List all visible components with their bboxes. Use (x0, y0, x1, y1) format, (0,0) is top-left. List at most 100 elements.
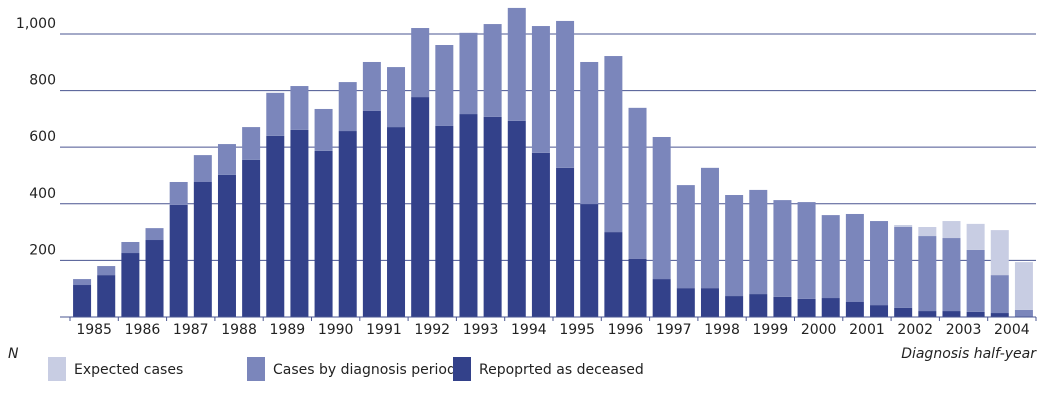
bar-segment (73, 285, 92, 317)
bar-segment (845, 301, 864, 317)
bar-segment (387, 127, 406, 317)
x-tick-label: 1986 (125, 322, 161, 338)
x-axis-label: Diagnosis half-year (901, 346, 1037, 362)
bar-segment (676, 185, 695, 289)
bar-segment (604, 56, 623, 233)
bar-segment (966, 249, 985, 312)
bar-segment (556, 20, 575, 168)
x-tick-label: 1993 (463, 322, 499, 338)
bar-segment (435, 125, 454, 317)
bar-segment (507, 7, 526, 121)
bar-segment (676, 288, 695, 317)
bar-segment (652, 136, 671, 280)
x-tick-label: 2004 (994, 322, 1030, 338)
y-axis-label: N (8, 346, 19, 362)
bar-segment (121, 253, 140, 317)
bar-segment (531, 26, 550, 153)
bar-segment (700, 167, 719, 289)
bar-segment (725, 296, 744, 317)
x-tick-label: 1991 (366, 322, 402, 338)
legend-swatch (48, 357, 66, 381)
y-tick-label: 800 (29, 73, 56, 89)
bar-segment (749, 189, 768, 295)
bar-segment (797, 298, 816, 317)
bar-segment (1014, 262, 1033, 310)
bar-segment (314, 108, 333, 151)
bar-segment (580, 204, 599, 317)
bar-segment (918, 236, 937, 312)
bar-segment (483, 116, 502, 317)
bar-segment (338, 131, 357, 317)
bar-segment (507, 120, 526, 317)
x-tick-label: 2002 (897, 322, 933, 338)
legend-label: Expected cases (74, 362, 183, 378)
bar-segment (990, 313, 1009, 317)
y-tick-label: 200 (29, 242, 56, 258)
x-tick-label: 2001 (849, 322, 885, 338)
bar-segment (604, 232, 623, 317)
bar-segment (894, 307, 913, 317)
bar-segment (990, 230, 1009, 276)
bar-segment (169, 181, 188, 205)
bar-segment (459, 114, 478, 318)
bar-segment (362, 110, 381, 317)
bar-segment (918, 226, 937, 237)
bar-segment (266, 92, 285, 136)
bar-segment (121, 241, 140, 254)
bar-segment (725, 195, 744, 297)
bar-segment (483, 24, 502, 117)
x-tick-label: 1997 (656, 322, 692, 338)
bar-segment (217, 174, 236, 317)
bar-segment (338, 82, 357, 132)
bar-segment (459, 32, 478, 115)
bar-segment (435, 45, 454, 126)
bar-segment (217, 144, 236, 175)
bar-segment (411, 97, 430, 317)
bar-segment (1014, 309, 1033, 317)
bar-segment (870, 305, 889, 317)
bar-segment (942, 311, 961, 317)
bar-segment (242, 127, 261, 160)
legend-label: Repoprted as deceased (479, 362, 644, 378)
x-tick-label: 1992 (414, 322, 450, 338)
legend-swatch (247, 357, 265, 381)
bar-segment (97, 266, 116, 276)
x-tick-label: 2000 (801, 322, 837, 338)
bar-segment (821, 215, 840, 299)
y-tick-label: 1,000 (16, 16, 56, 32)
bar-segment (966, 311, 985, 317)
bar-segment (193, 181, 212, 317)
x-tick-label: 1987 (173, 322, 209, 338)
bar-segment (942, 238, 961, 312)
x-tick-label: 1996 (608, 322, 644, 338)
bar-segment (97, 275, 116, 317)
x-tick-label: 1989 (270, 322, 306, 338)
bar-segment (797, 202, 816, 299)
bar-segment (845, 213, 864, 302)
bar-segment (73, 279, 92, 286)
bar-segment (652, 279, 671, 317)
bar-segment (870, 221, 889, 306)
x-tick-label: 1999 (753, 322, 789, 338)
bar-segment (266, 135, 285, 317)
bar-segment (556, 167, 575, 317)
bar-segment (942, 221, 961, 239)
bar-segment (290, 129, 309, 317)
bar-segment (290, 86, 309, 130)
bar-segment (628, 107, 647, 259)
bar-segment (700, 288, 719, 317)
bar-segment (169, 204, 188, 317)
bar-segment (894, 225, 913, 227)
bar-segment (580, 61, 599, 205)
legend-swatch (453, 357, 471, 381)
bar-segment (314, 150, 333, 317)
x-tick-label: 1998 (704, 322, 740, 338)
x-tick-label: 1995 (559, 322, 595, 338)
y-tick-label: 600 (29, 129, 56, 145)
bar-segment (145, 228, 164, 241)
bar-segment (966, 223, 985, 250)
bar-segment (531, 152, 550, 317)
bar-segment (918, 311, 937, 317)
bar-segment (773, 200, 792, 297)
